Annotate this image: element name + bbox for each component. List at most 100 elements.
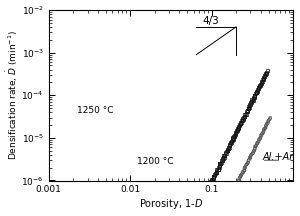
Point xyxy=(233,131,238,134)
Point xyxy=(219,160,224,164)
Point xyxy=(252,94,257,98)
Point xyxy=(242,167,247,170)
Point xyxy=(227,144,232,148)
Point xyxy=(264,123,269,126)
Point xyxy=(249,153,254,157)
Point xyxy=(248,156,252,159)
Point xyxy=(212,173,217,176)
Point xyxy=(225,148,230,152)
Point xyxy=(229,141,234,144)
Point xyxy=(217,163,222,167)
Point xyxy=(194,210,199,213)
Point xyxy=(218,213,223,216)
Point xyxy=(231,138,236,141)
Point xyxy=(263,124,268,128)
Point xyxy=(204,189,208,192)
Point xyxy=(227,197,232,201)
Point xyxy=(239,173,244,176)
Point xyxy=(242,115,247,119)
Point xyxy=(217,165,222,169)
Point xyxy=(192,212,197,216)
Point xyxy=(204,190,209,193)
Point xyxy=(197,204,202,207)
Point xyxy=(245,109,250,112)
Point xyxy=(254,91,259,94)
Point xyxy=(211,175,216,179)
Point xyxy=(239,119,244,122)
Point xyxy=(255,141,260,144)
Point xyxy=(251,97,256,100)
Point xyxy=(213,172,218,176)
Point xyxy=(224,152,228,155)
Point xyxy=(257,84,262,88)
Point xyxy=(263,126,268,129)
Point xyxy=(252,95,256,99)
Point xyxy=(199,199,204,202)
Point xyxy=(243,166,248,169)
Point xyxy=(222,154,227,157)
Point xyxy=(194,211,198,215)
Point xyxy=(222,207,226,210)
Point xyxy=(263,72,268,75)
Point xyxy=(208,180,213,184)
Point xyxy=(225,148,230,152)
Point xyxy=(227,196,232,200)
Point xyxy=(222,156,226,159)
Point xyxy=(260,80,265,83)
Point xyxy=(221,209,226,213)
Point xyxy=(264,124,268,127)
Point xyxy=(237,179,242,183)
Point xyxy=(224,150,229,153)
Point xyxy=(258,137,262,141)
Point xyxy=(205,187,210,190)
Point xyxy=(227,145,232,149)
Point xyxy=(235,181,239,184)
Point xyxy=(252,149,257,152)
Point xyxy=(256,88,260,92)
Point xyxy=(220,211,225,215)
Point xyxy=(220,157,225,160)
Point xyxy=(218,214,223,216)
Point xyxy=(248,156,253,159)
Point xyxy=(244,163,249,166)
Point xyxy=(238,122,243,125)
Point xyxy=(226,146,231,150)
Point xyxy=(245,110,250,114)
Point xyxy=(258,137,262,140)
Point xyxy=(194,209,199,213)
Point xyxy=(221,156,226,160)
Point xyxy=(199,199,204,203)
Point xyxy=(235,181,239,184)
Point xyxy=(247,105,252,109)
Point xyxy=(208,183,213,186)
Point xyxy=(209,179,214,183)
Point xyxy=(259,134,264,137)
Point xyxy=(236,127,240,130)
Point xyxy=(207,184,212,187)
Point xyxy=(223,206,228,209)
Y-axis label: Densification rate, $\dot{D}$ (min$^{-1}$): Densification rate, $\dot{D}$ (min$^{-1}… xyxy=(5,30,20,160)
Point xyxy=(248,103,252,106)
Point xyxy=(225,201,230,204)
Point xyxy=(225,203,230,206)
Point xyxy=(234,130,239,133)
Point xyxy=(245,162,250,166)
Point xyxy=(229,140,234,143)
Point xyxy=(242,116,246,119)
Point xyxy=(198,201,203,204)
Point xyxy=(245,108,250,112)
Point xyxy=(234,183,239,186)
Point xyxy=(262,127,266,131)
Point xyxy=(242,114,247,118)
Point xyxy=(265,69,270,73)
Point xyxy=(232,187,237,190)
Point xyxy=(214,171,219,174)
Point xyxy=(253,145,258,148)
Point xyxy=(231,136,236,140)
Point xyxy=(216,167,220,171)
Point xyxy=(195,207,200,211)
Point xyxy=(230,191,235,195)
Point xyxy=(232,135,237,138)
Point xyxy=(200,200,204,204)
Point xyxy=(240,119,245,122)
